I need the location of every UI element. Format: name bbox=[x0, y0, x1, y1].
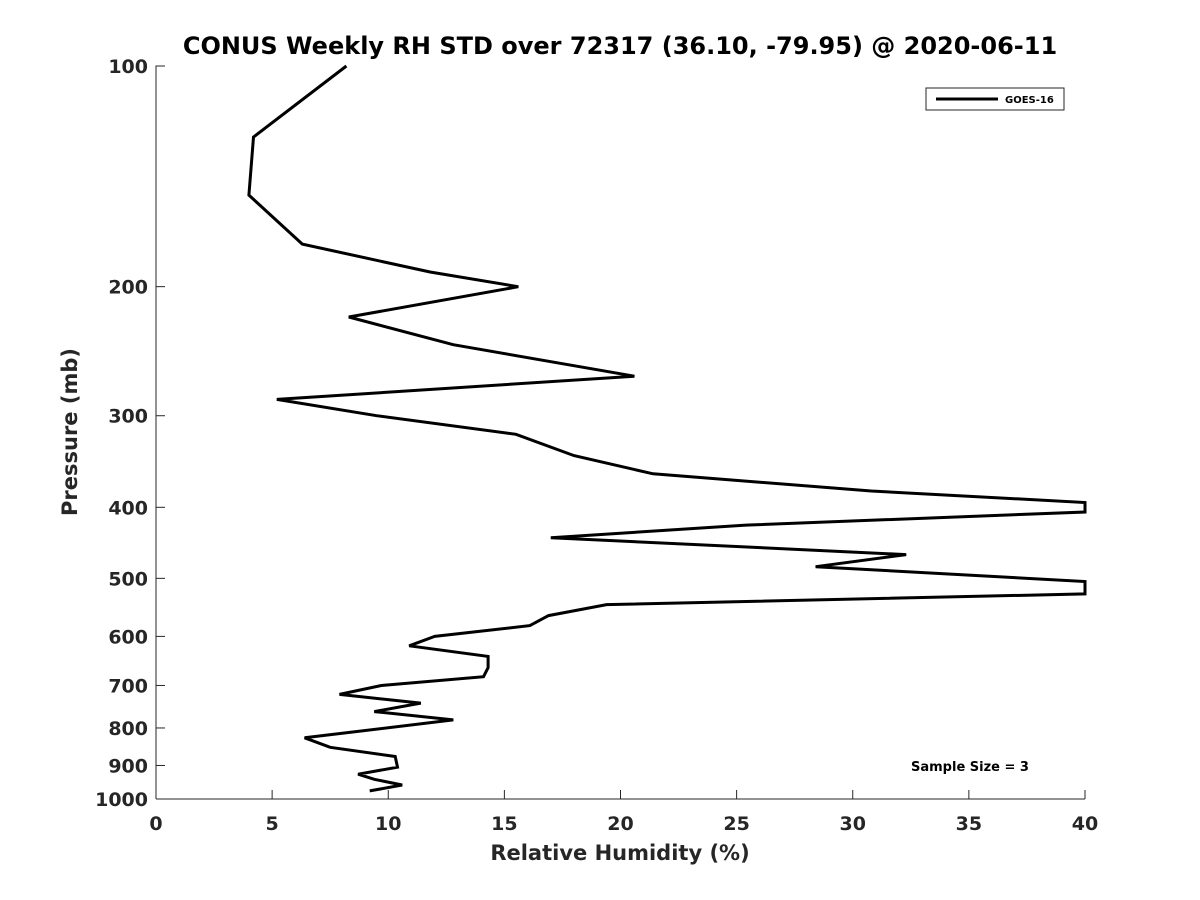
x-tick-label: 15 bbox=[491, 813, 517, 835]
y-tick-label: 200 bbox=[108, 277, 148, 299]
legend: GOES-16 bbox=[925, 87, 1065, 111]
chart-title: CONUS Weekly RH STD over 72317 (36.10, -… bbox=[183, 32, 1057, 60]
y-tick-label: 500 bbox=[108, 568, 148, 590]
y-tick-label: 600 bbox=[108, 626, 148, 648]
x-tick-label: 30 bbox=[840, 813, 866, 835]
y-tick-label: 800 bbox=[108, 718, 148, 740]
x-tick-label: 5 bbox=[266, 813, 279, 835]
y-tick-label: 1000 bbox=[95, 789, 148, 811]
sample-size-annotation: Sample Size = 3 bbox=[911, 760, 1029, 775]
x-tick-label: 35 bbox=[956, 813, 982, 835]
x-tick-label: 25 bbox=[723, 813, 749, 835]
series-line-0 bbox=[247, 64, 1087, 793]
y-tick-label: 900 bbox=[108, 755, 148, 777]
x-tick-label: 0 bbox=[149, 813, 162, 835]
y-tick-label: 300 bbox=[108, 406, 148, 428]
x-tick-label: 10 bbox=[375, 813, 401, 835]
x-tick-label: 40 bbox=[1072, 813, 1098, 835]
x-axis-label: Relative Humidity (%) bbox=[490, 841, 749, 865]
legend-entry-label: GOES-16 bbox=[1005, 95, 1054, 106]
y-axis-label: Pressure (mb) bbox=[58, 348, 82, 516]
y-tick-label: 400 bbox=[108, 497, 148, 519]
x-tick-label: 20 bbox=[607, 813, 633, 835]
plot-area: 0 5 10 15 20 25 30 35 40 100 200 300 400 500 600 700 800… bbox=[95, 56, 1098, 835]
y-tick-label: 100 bbox=[108, 56, 148, 78]
y-tick-label: 700 bbox=[108, 675, 148, 697]
